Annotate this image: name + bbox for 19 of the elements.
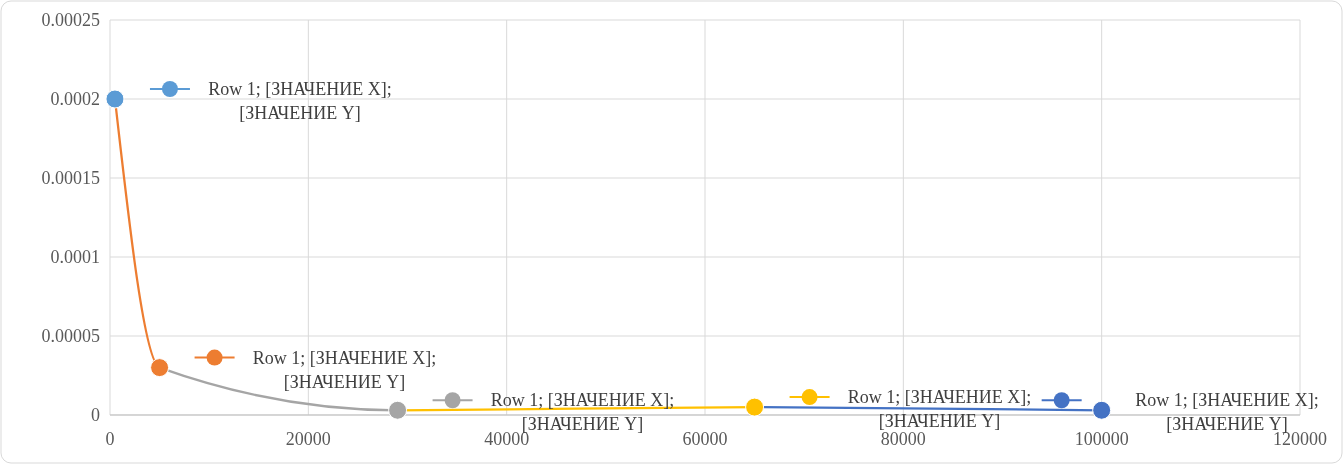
point	[745, 397, 765, 417]
x-tick-label: 60000	[682, 429, 728, 449]
point	[105, 89, 125, 109]
annotation: Row 1; [ЗНАЧЕНИЕ X]; [ЗНАЧЕНИЕ Y]	[208, 79, 392, 123]
point	[1092, 400, 1112, 420]
annotation: Row 1; [ЗНАЧЕНИЕ X]; [ЗНАЧЕНИЕ Y]	[252, 347, 437, 392]
y-tick-label: 0.00015	[41, 168, 100, 189]
y-tick-label: 0.0002	[50, 89, 100, 110]
y-tick-label: 0.0001	[50, 247, 100, 268]
x-tick-label: 100000	[1074, 429, 1129, 449]
annotation: Row 1; [ЗНАЧЕНИЕ X]; [ЗНАЧЕНИЕ Y]	[847, 387, 1032, 432]
x-tick-label: 80000	[880, 429, 926, 449]
point	[150, 358, 170, 378]
x-tick-label: 0	[105, 429, 115, 449]
x-tick-label: 20000	[285, 429, 331, 449]
point	[388, 400, 408, 420]
y-tick-label: 0.00005	[41, 326, 100, 347]
y-tick-label: 0	[91, 405, 100, 426]
y-tick-label: 0.00025	[41, 10, 100, 31]
